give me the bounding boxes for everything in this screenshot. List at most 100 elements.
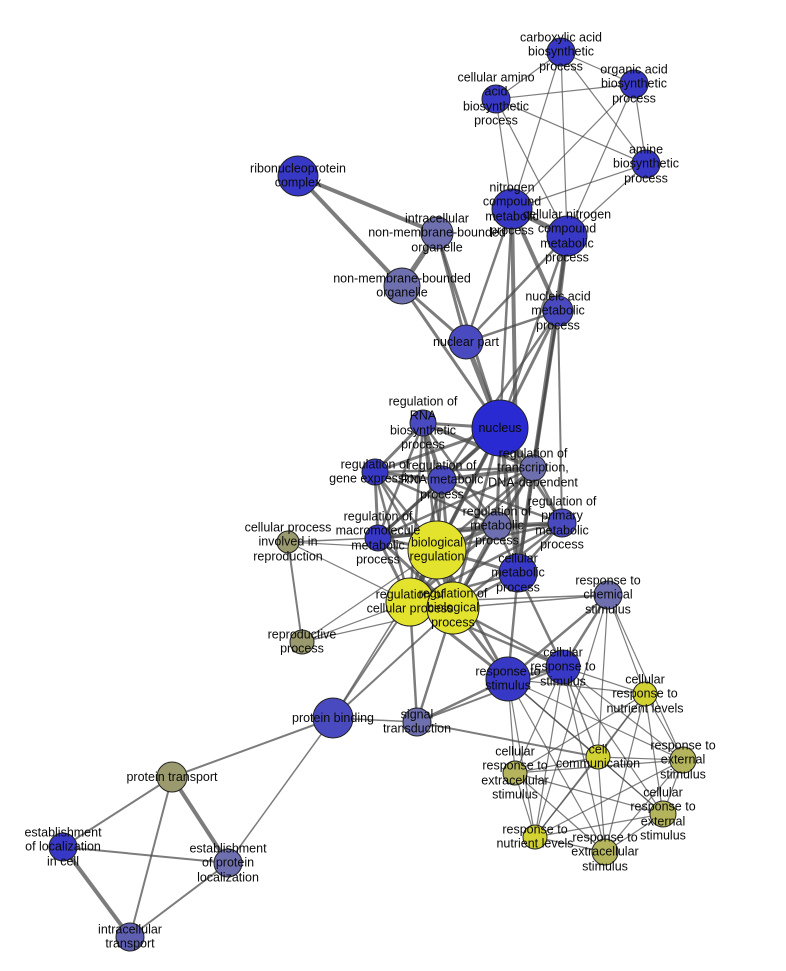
- graph-edge-oa-aa: [495, 83, 635, 100]
- graph-node-nuc[interactable]: [471, 399, 529, 457]
- graph-edge-crs-st: [416, 666, 564, 723]
- graph-edge-rrb-rcp: [408, 421, 425, 604]
- graph-node-cmp[interactable]: [498, 553, 538, 593]
- graph-node-rbp[interactable]: [426, 581, 480, 635]
- graph-edge-nmb-nuc: [400, 284, 502, 430]
- graph-edge-pt-epl: [170, 775, 230, 865]
- graph-edge-cc-st: [416, 721, 599, 758]
- graph-node-pb[interactable]: [312, 697, 354, 739]
- graph-node-rexs[interactable]: [591, 838, 619, 866]
- graph-edge-crex-rnl: [534, 813, 664, 838]
- graph-edge-nam-rrm: [440, 309, 560, 482]
- graph-edge-np-cncm: [464, 234, 569, 344]
- graph-node-ncm[interactable]: [491, 188, 533, 230]
- graph-edge-rnp-inmb: [296, 174, 439, 235]
- graph-edge-res-rexs: [604, 759, 684, 853]
- graph-node-rcp[interactable]: [385, 577, 435, 627]
- graph-node-cres[interactable]: [502, 760, 528, 786]
- graph-edge-oa-cncm: [566, 83, 635, 237]
- graph-edge-ca-ncm: [511, 51, 562, 210]
- graph-edge-cpr-rmm: [287, 537, 379, 543]
- graph-node-it[interactable]: [115, 922, 145, 952]
- graph-edge-cc-rexs: [597, 756, 606, 853]
- graph-edge-oa-ncm: [511, 83, 635, 210]
- graph-edge-ca-am: [560, 51, 647, 165]
- graph-node-rpm[interactable]: [547, 508, 577, 538]
- graph-edge-pb-epl: [227, 717, 334, 864]
- graph-edge-pt-elc: [62, 776, 173, 848]
- graph-edge-cc-crex: [597, 756, 664, 815]
- graph-node-res[interactable]: [669, 746, 697, 774]
- graph-node-rnl[interactable]: [522, 824, 548, 850]
- graph-edge-np-ncm: [464, 207, 514, 344]
- graph-edge-crnl-crex: [644, 693, 664, 815]
- graph-node-am[interactable]: [631, 149, 661, 179]
- graph-node-rtd[interactable]: [519, 454, 547, 482]
- graph-edge-cc-res: [597, 756, 684, 761]
- graph-edge-ca-cncm: [560, 51, 568, 237]
- graph-node-cpr[interactable]: [276, 530, 300, 554]
- graph-edge-ncm-cmp: [510, 207, 520, 575]
- graph-edge-aa-am: [495, 98, 647, 165]
- graph-edge-cres-crex: [514, 772, 664, 815]
- nodes-layer: [48, 37, 697, 952]
- graph-edge-crs-cres: [514, 666, 564, 774]
- graph-edge-pb-pt: [171, 717, 334, 778]
- graph-edge-cncm-nuc: [498, 234, 569, 430]
- graph-node-nam[interactable]: [542, 295, 574, 327]
- graph-edge-pt-it: [129, 776, 173, 938]
- graph-edge-cres-rexs: [514, 772, 606, 853]
- graph-edge-elc-it: [61, 845, 132, 939]
- graph-node-np[interactable]: [448, 324, 484, 360]
- graph-node-rcs[interactable]: [593, 580, 623, 610]
- graph-edge-rcs-res: [607, 594, 684, 761]
- graph-edge-nam-rpm: [557, 310, 563, 524]
- graph-node-st[interactable]: [402, 707, 432, 737]
- graph-node-rnp[interactable]: [277, 155, 319, 197]
- graph-edge-br-pb: [332, 549, 438, 719]
- graph-edge-rcs-cc: [597, 594, 609, 758]
- graph-node-rge[interactable]: [361, 458, 389, 486]
- graph-edge-rtd-rmm: [376, 466, 535, 540]
- graph-edge-cncm-cmp: [516, 234, 569, 575]
- graph-node-nmb[interactable]: [383, 267, 421, 305]
- graph-node-elc[interactable]: [48, 832, 78, 862]
- graph-node-br[interactable]: [407, 520, 467, 580]
- graph-edge-rbp-pb: [332, 607, 454, 719]
- graph-node-rrm[interactable]: [427, 465, 457, 495]
- graph-node-rmm[interactable]: [364, 524, 392, 552]
- graph-node-rp[interactable]: [289, 629, 315, 655]
- graph-node-crs[interactable]: [545, 649, 581, 685]
- graph-node-inmb[interactable]: [420, 216, 454, 250]
- graph-edge-crs-res: [562, 666, 684, 761]
- graph-edge-rpm-rmm: [376, 521, 564, 540]
- graph-edge-crnl-rexs: [604, 693, 646, 853]
- graph-node-cc[interactable]: [585, 744, 611, 770]
- graph-edge-aa-cncm: [495, 98, 568, 237]
- graph-node-crnl[interactable]: [632, 681, 658, 707]
- graph-node-epl[interactable]: [213, 848, 243, 878]
- graph-edge-am-ncm: [511, 163, 647, 210]
- graph-node-crex[interactable]: [649, 800, 677, 828]
- graph-edge-ncm-nuc: [498, 207, 514, 430]
- graph-node-cncm[interactable]: [546, 215, 588, 257]
- graph-edge-rcs-crnl: [607, 594, 646, 695]
- graph-node-rrb[interactable]: [409, 409, 437, 437]
- graph-edge-elc-epl: [62, 846, 229, 864]
- graph-node-ca[interactable]: [546, 37, 576, 67]
- graph-node-aa[interactable]: [481, 84, 511, 114]
- graph-edge-crs-crex: [562, 666, 664, 815]
- graph-node-rmp[interactable]: [482, 511, 512, 541]
- graph-edge-rcs-rnl: [534, 594, 609, 838]
- graph-edge-rge-rtd: [373, 466, 535, 474]
- graph-node-oa[interactable]: [619, 69, 649, 99]
- graph-node-pt[interactable]: [156, 761, 188, 793]
- graph-edge-rrm-rtd: [440, 466, 535, 482]
- graph-node-rs[interactable]: [485, 656, 531, 702]
- graph-edge-epl-it: [129, 862, 229, 938]
- graph-edge-cpr-rp: [287, 541, 303, 643]
- graph-edge-crnl-cres: [514, 693, 646, 774]
- edges-layer: [61, 51, 684, 939]
